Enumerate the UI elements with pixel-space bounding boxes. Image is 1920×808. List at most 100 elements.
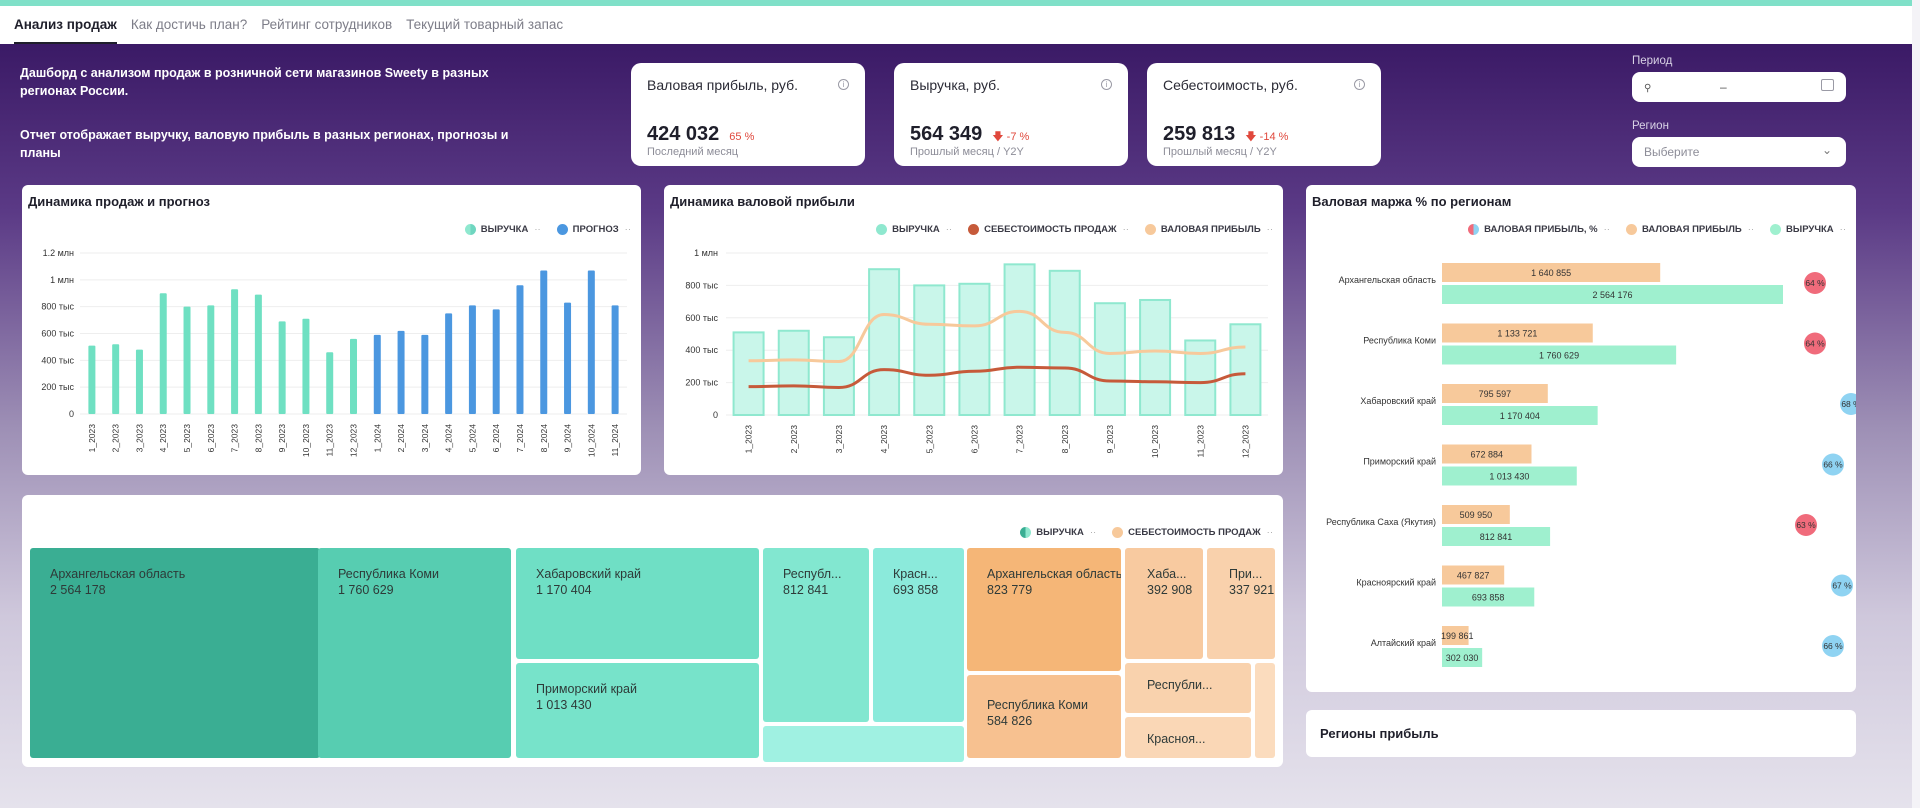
x-tick-label: 9_2023	[1105, 425, 1115, 454]
tile-value: 812 841	[783, 583, 829, 597]
bar	[822, 336, 855, 417]
x-tick-label: 7_2023	[1015, 425, 1025, 454]
region-select[interactable]: Выберите ⌄	[1632, 137, 1846, 167]
treemap-tile[interactable]: Приморский край 1 013 430	[516, 663, 759, 758]
more-icon: ··	[534, 224, 541, 235]
legend-item[interactable]: ВАЛОВАЯ ПРИБЫЛЬ, % ··	[1468, 224, 1610, 235]
bar	[302, 318, 310, 414]
info-icon[interactable]: i	[1354, 79, 1365, 90]
bar-label: 1 170 404	[1500, 411, 1540, 421]
region-label: Хабаровский край	[1360, 396, 1436, 406]
region-label: Красноярский край	[1356, 578, 1436, 588]
treemap-tile[interactable]: Республи...	[1125, 663, 1251, 713]
legend-dot	[1020, 527, 1032, 538]
calendar-icon[interactable]	[1821, 79, 1834, 91]
treemap-tile[interactable]	[763, 726, 964, 762]
legend-item[interactable]: ВЫРУЧКА ··	[1770, 224, 1846, 235]
bar-label: 1 760 629	[1539, 351, 1579, 361]
bar	[1442, 565, 1505, 585]
bar	[564, 302, 572, 414]
treemap-tile[interactable]: Республика Коми 1 760 629	[318, 548, 511, 758]
legend-dot	[1625, 224, 1637, 235]
bar	[350, 338, 357, 414]
margin-label: 63 %	[1796, 520, 1816, 530]
chart-title: Динамика продаж и прогноз	[28, 194, 210, 209]
treemap-tile[interactable]: Республ... 812 841	[763, 548, 869, 722]
bar-label: 672 884	[1470, 450, 1503, 460]
gross-profit-card: Динамика валовой прибыли ВЫРУЧКА ·· СЕБЕС…	[664, 185, 1283, 475]
y-tick-label: 400 тыс	[41, 355, 74, 365]
bar	[516, 285, 524, 414]
filter-icon: ⚲	[1644, 83, 1652, 94]
tile-label: Красн...	[893, 567, 938, 581]
tile-label: Республ...	[783, 567, 842, 581]
x-tick-label: 3_2023	[134, 424, 144, 453]
tab-employee-rating[interactable]: Рейтинг сотрудников	[261, 17, 393, 32]
treemap-tile[interactable]: Республика Коми 584 826	[967, 675, 1121, 758]
bar	[913, 284, 946, 417]
kpi-gross-profit: Валовая прибыль, руб. i 424 032 65 % Посл…	[631, 63, 865, 166]
x-tick-label: 12_2023	[349, 424, 359, 457]
tile-label: Республика Коми	[987, 698, 1089, 712]
scrollbar-track[interactable]	[1912, 0, 1920, 808]
bar	[373, 334, 381, 414]
legend-item[interactable]: ВЫРУЧКА ··	[464, 224, 541, 235]
bar	[278, 321, 286, 414]
bar	[958, 282, 991, 416]
treemap-tile[interactable]: Красн... 693 858	[873, 548, 964, 722]
kpi-value-row: 564 349 🡇 -7 %	[910, 123, 1029, 147]
legend-dot	[968, 224, 980, 235]
chart-title: Валовая маржа % по регионам	[1312, 194, 1512, 209]
tile-label: Хабаровский край	[536, 567, 642, 581]
legend-dot	[1144, 224, 1156, 235]
bar	[1093, 302, 1126, 416]
chart-legend: ВЫРУЧКА ·· ПРОГНОЗ ··	[449, 224, 631, 235]
x-tick-label: 4_2023	[879, 425, 889, 454]
bar	[732, 331, 765, 417]
legend-item[interactable]: ВЫРУЧКА ··	[1020, 527, 1096, 538]
treemap-tile[interactable]: Красноя...	[1125, 717, 1251, 758]
legend-item[interactable]: СЕБЕСТОИМОСТЬ ПРОДАЖ ··	[1112, 527, 1273, 538]
arrow-down-icon: 🡇	[992, 131, 1007, 143]
tab-sales-analysis[interactable]: Анализ продаж	[14, 17, 117, 44]
tab-stock[interactable]: Текущий товарный запас	[406, 17, 564, 32]
legend-item[interactable]: ПРОГНОЗ ··	[556, 224, 631, 235]
chart-legend: ВЫРУЧКА ·· СЕБЕСТОИМОСТЬ ПРОДАЖ ··	[1004, 527, 1273, 538]
info-icon[interactable]: i	[838, 79, 849, 90]
bar	[1442, 263, 1661, 282]
bar	[1442, 323, 1593, 343]
legend-label: СЕБЕСТОИМОСТЬ ПРОДАЖ	[984, 224, 1117, 235]
x-tick-label: 6_2024	[491, 424, 501, 453]
legend-item[interactable]: ВАЛОВАЯ ПРИБЫЛЬ ··	[1144, 224, 1273, 235]
kpi-delta-row: 🡇 -14 %	[1245, 131, 1288, 143]
treemap-tile[interactable]: Хаба... 392 908	[1125, 548, 1203, 659]
legend-item[interactable]: ВАЛОВАЯ ПРИБЫЛЬ ··	[1625, 224, 1754, 235]
legend-item[interactable]: СЕБЕСТОИМОСТЬ ПРОДАЖ ··	[968, 224, 1129, 235]
bar	[159, 293, 167, 414]
margin-by-region-card: Валовая маржа % по регионам ВАЛОВАЯ ПРИБ…	[1306, 185, 1856, 692]
legend-label: ВЫРУЧКА	[480, 224, 529, 235]
treemap-tile[interactable]: Архангельская область 2 564 178	[30, 548, 320, 758]
tile-value: 1 013 430	[536, 698, 592, 712]
regions-profit-card[interactable]: Регионы прибыль	[1306, 710, 1856, 757]
tab-plan[interactable]: Как достичь план?	[130, 17, 248, 32]
x-tick-label: 5_2024	[467, 424, 477, 453]
tile-label: Республика Коми	[338, 567, 440, 581]
more-icon: ··	[1603, 224, 1610, 235]
period-picker[interactable]: ⚲ –	[1632, 72, 1846, 102]
treemap-tile[interactable]: Архангельская область 823 779	[967, 548, 1121, 671]
x-tick-label: 4_2023	[158, 424, 168, 453]
region-label: Республика Коми	[1363, 336, 1436, 346]
info-icon[interactable]: i	[1101, 79, 1112, 90]
tile-value: 392 908	[1147, 583, 1193, 597]
tile-value: 584 826	[987, 714, 1033, 728]
treemap-tile[interactable]: Хабаровский край 1 170 404	[516, 548, 759, 659]
margin-label: 64 %	[1805, 278, 1825, 288]
legend-item[interactable]: ВЫРУЧКА ··	[876, 224, 952, 235]
treemap-tile[interactable]: При... 337 921	[1207, 548, 1275, 659]
bar	[1442, 345, 1677, 365]
y-tick-label: 800 тыс	[685, 280, 718, 290]
y-tick-label: 600 тыс	[41, 329, 74, 339]
treemap-tile[interactable]	[1255, 663, 1275, 758]
bar-label: 693 858	[1472, 593, 1505, 603]
